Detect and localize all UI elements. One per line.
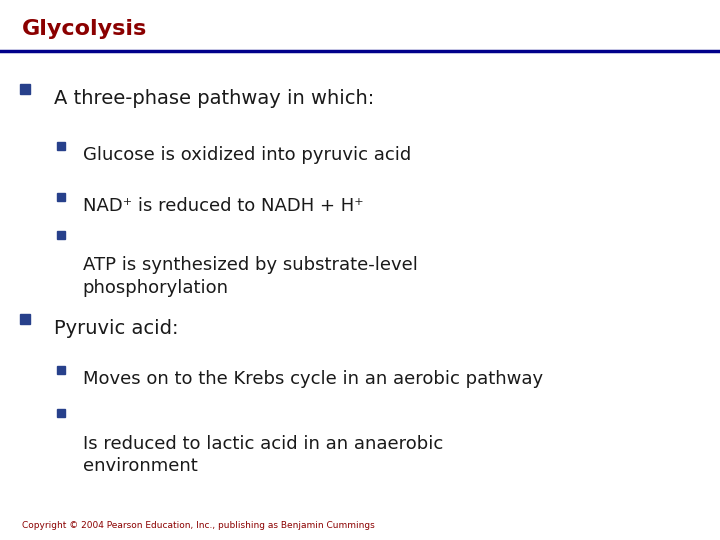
Text: Glycolysis: Glycolysis [22,19,147,39]
Text: ATP is synthesized by substrate-level
phosphorylation: ATP is synthesized by substrate-level ph… [83,256,418,296]
Text: Is reduced to lactic acid in an anaerobic
environment: Is reduced to lactic acid in an anaerobi… [83,435,443,475]
Text: Pyruvic acid:: Pyruvic acid: [54,319,179,338]
Text: Moves on to the Krebs cycle in an aerobic pathway: Moves on to the Krebs cycle in an aerobi… [83,370,543,388]
Text: Glucose is oxidized into pyruvic acid: Glucose is oxidized into pyruvic acid [83,146,411,164]
Text: NAD⁺ is reduced to NADH + H⁺: NAD⁺ is reduced to NADH + H⁺ [83,197,364,215]
Text: A three-phase pathway in which:: A three-phase pathway in which: [54,89,374,108]
Text: Copyright © 2004 Pearson Education, Inc., publishing as Benjamin Cummings: Copyright © 2004 Pearson Education, Inc.… [22,521,374,530]
